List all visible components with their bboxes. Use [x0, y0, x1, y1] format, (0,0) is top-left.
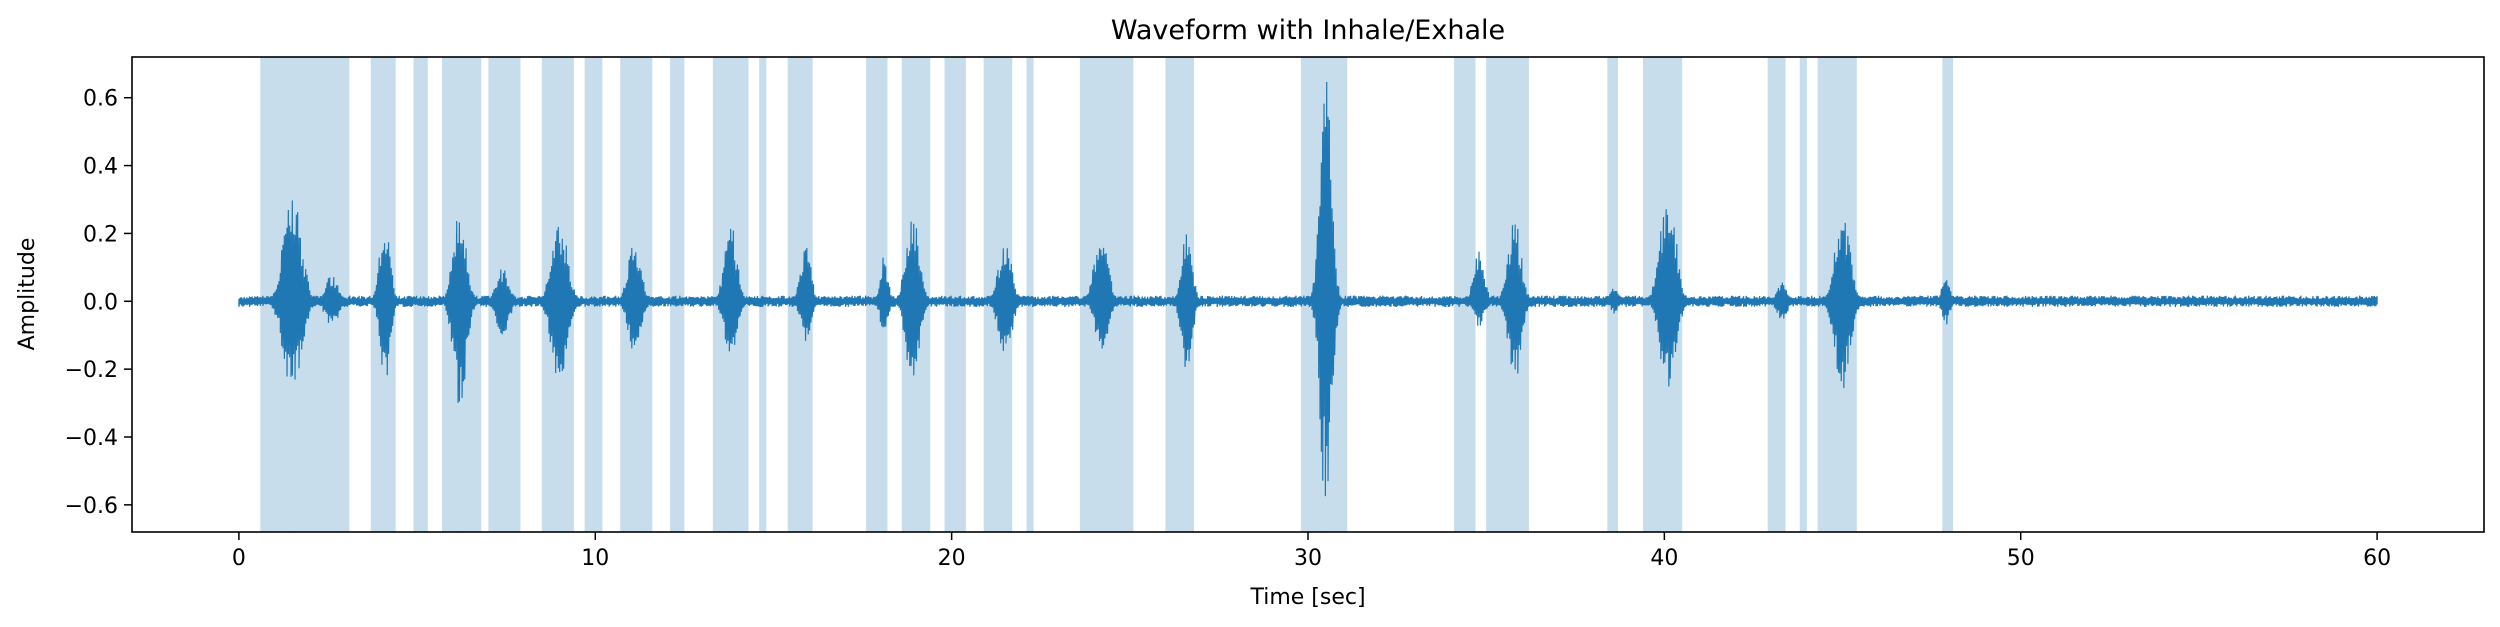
shaded-span-30	[1486, 57, 1508, 532]
y-tick-label: 0.0	[83, 290, 118, 315]
y-tick-label: −0.4	[65, 426, 118, 451]
x-tick-label: 0	[232, 546, 246, 571]
shaded-span-24	[1026, 57, 1034, 532]
x-axis-label: Time [sec]	[1249, 585, 1365, 610]
x-tick-label: 50	[2007, 546, 2035, 571]
shaded-span-22	[983, 57, 998, 532]
shaded-span-36	[1799, 57, 1807, 532]
y-axis-label: Amplitude	[15, 238, 40, 351]
shaded-span-18	[866, 57, 888, 532]
shaded-span-13	[670, 57, 685, 532]
x-tick-label: 10	[581, 546, 609, 571]
shaded-span-29	[1454, 57, 1476, 532]
y-tick-label: −0.2	[65, 358, 118, 383]
shaded-span-21	[944, 57, 966, 532]
waveform-series	[238, 82, 2378, 497]
shaded-span-4	[413, 57, 428, 532]
y-axis-ticks: −0.6 −0.4 −0.2 0.0 0.2 0.4 0.6	[65, 87, 132, 519]
x-tick-label: 20	[938, 546, 966, 571]
chart-title: Waveform with Inhale/Exhale	[1111, 15, 1505, 46]
y-tick-label: 0.6	[83, 87, 118, 112]
waveform-line	[238, 82, 2378, 497]
x-tick-label: 30	[1294, 546, 1322, 571]
shaded-span-16	[759, 57, 767, 532]
x-tick-label: 40	[1650, 546, 1678, 571]
x-axis-ticks: 0 10 20 30 40 50 60	[232, 532, 2391, 571]
y-tick-label: 0.4	[83, 155, 118, 180]
y-tick-label: 0.2	[83, 222, 118, 247]
y-tick-label: −0.6	[65, 494, 118, 519]
x-tick-label: 60	[2363, 546, 2391, 571]
shaded-span-10	[584, 57, 603, 532]
